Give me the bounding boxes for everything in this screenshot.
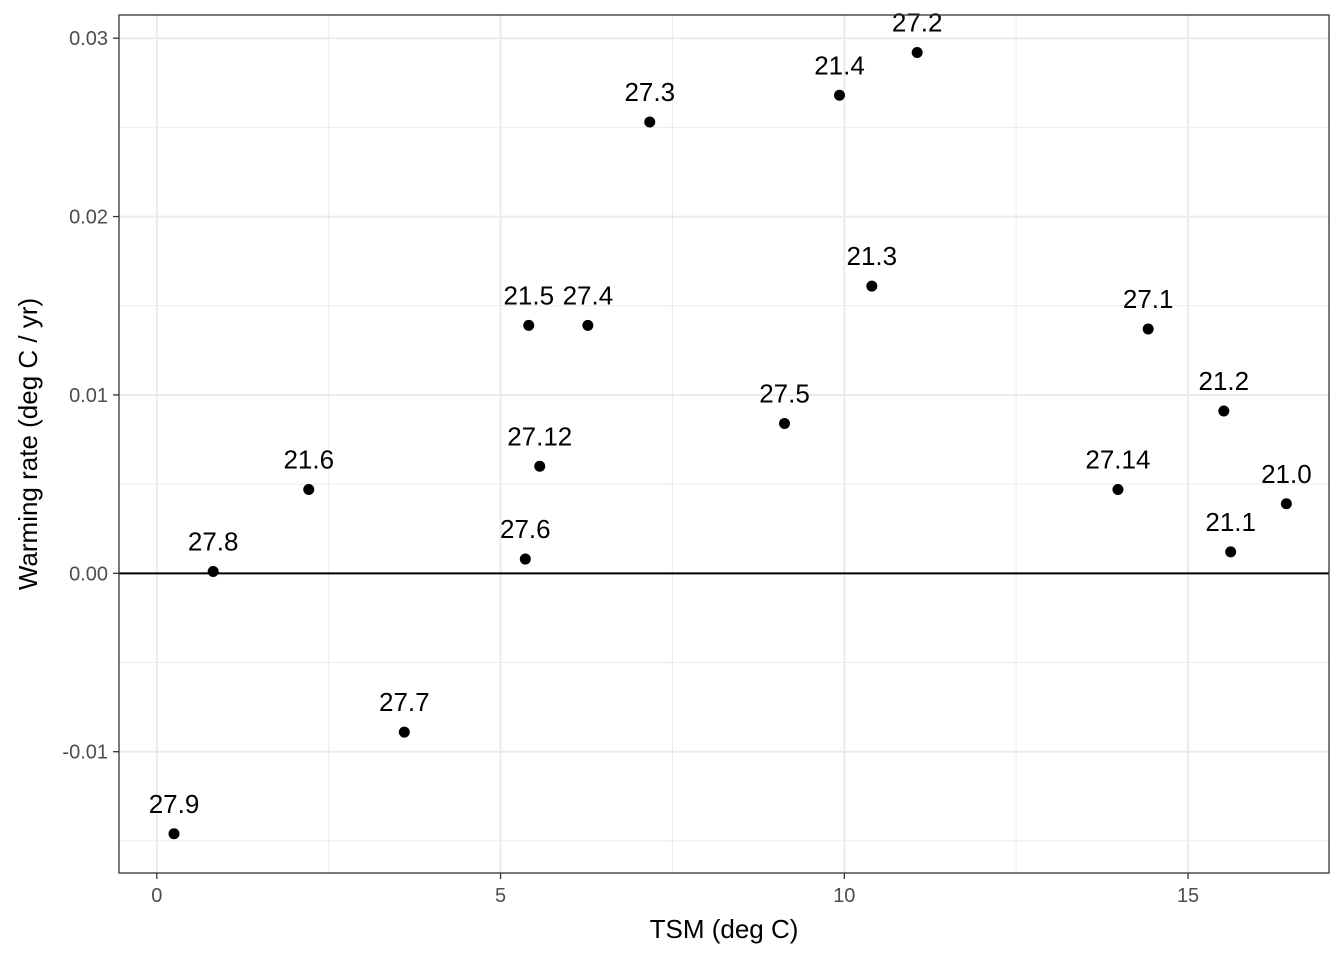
point-label: 27.5 bbox=[759, 378, 810, 408]
x-axis-ticks: 0 5 10 15 bbox=[151, 873, 1199, 907]
point-label: 21.4 bbox=[814, 50, 865, 80]
scatter-point bbox=[523, 319, 535, 331]
y-tick-label: 0.00 bbox=[69, 563, 108, 585]
x-tick-label: 10 bbox=[833, 885, 855, 907]
scatter-point bbox=[398, 726, 410, 738]
point-label: 21.1 bbox=[1205, 507, 1256, 537]
scatter-point bbox=[1112, 483, 1124, 495]
point-label: 21.2 bbox=[1199, 366, 1250, 396]
scatter-point bbox=[866, 280, 878, 292]
x-tick-label: 0 bbox=[151, 885, 162, 907]
scatter-point bbox=[519, 553, 531, 565]
point-label: 21.6 bbox=[283, 444, 334, 474]
point-label: 21.5 bbox=[503, 280, 554, 310]
point-label: 27.2 bbox=[892, 7, 943, 37]
scatter-point bbox=[582, 319, 594, 331]
point-label: 27.3 bbox=[624, 77, 675, 107]
scatter-point bbox=[168, 828, 180, 840]
point-label: 27.14 bbox=[1085, 444, 1150, 474]
scatter-point bbox=[1280, 498, 1292, 510]
scatter-point bbox=[911, 46, 923, 58]
scatter-point bbox=[534, 460, 546, 472]
point-label: 27.1 bbox=[1123, 284, 1174, 314]
point-label: 27.6 bbox=[500, 514, 551, 544]
scatter-point bbox=[207, 566, 219, 578]
scatter-point bbox=[303, 483, 315, 495]
point-label: 27.4 bbox=[563, 280, 614, 310]
scatter-point bbox=[834, 89, 845, 101]
y-tick-label: 0.03 bbox=[69, 28, 108, 50]
point-label: 27.8 bbox=[188, 527, 239, 557]
x-axis-title: TSM (deg C) bbox=[650, 914, 799, 944]
point-label: 21.0 bbox=[1261, 459, 1312, 489]
point-label: 27.12 bbox=[507, 421, 572, 451]
scatter-point bbox=[1142, 323, 1154, 335]
panel-border bbox=[118, 14, 1330, 874]
y-tick-label: 0.02 bbox=[69, 207, 108, 229]
y-axis-ticks: -0.01 0.00 0.01 0.02 0.03 bbox=[62, 28, 119, 764]
y-axis-title: Warming rate (deg C / yr) bbox=[13, 298, 43, 590]
scatter-point bbox=[1218, 405, 1230, 417]
x-tick-label: 5 bbox=[495, 885, 506, 907]
x-tick-label: 15 bbox=[1177, 885, 1199, 907]
scatter-point bbox=[779, 417, 790, 429]
point-labels: 27.9 27.8 21.6 27.7 27.6 21.5 27.12 27.4 27.3 27.… bbox=[149, 7, 1312, 818]
y-tick-label: 0.01 bbox=[69, 385, 108, 407]
scatter-point bbox=[1225, 546, 1237, 558]
point-label: 21.3 bbox=[847, 241, 898, 271]
y-tick-label: -0.01 bbox=[62, 742, 108, 764]
point-label: 27.9 bbox=[149, 789, 200, 819]
scatter-point bbox=[644, 116, 656, 128]
point-label: 27.7 bbox=[379, 687, 430, 717]
minor-gridlines bbox=[119, 15, 1329, 873]
data-points bbox=[168, 46, 1292, 840]
